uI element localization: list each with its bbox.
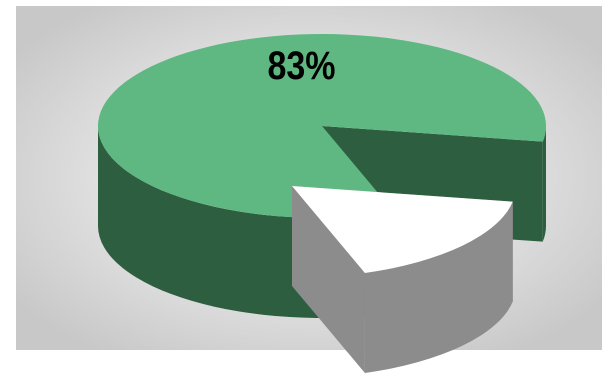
slice-label-main: 83% xyxy=(267,42,335,87)
slice-1-outer-wall-0 xyxy=(364,201,513,373)
slice-1-top xyxy=(292,186,513,273)
slice-0-top xyxy=(98,33,546,218)
slice-0-outer-wall-1 xyxy=(542,126,546,242)
slice-1-cut-wall-end xyxy=(292,186,365,373)
